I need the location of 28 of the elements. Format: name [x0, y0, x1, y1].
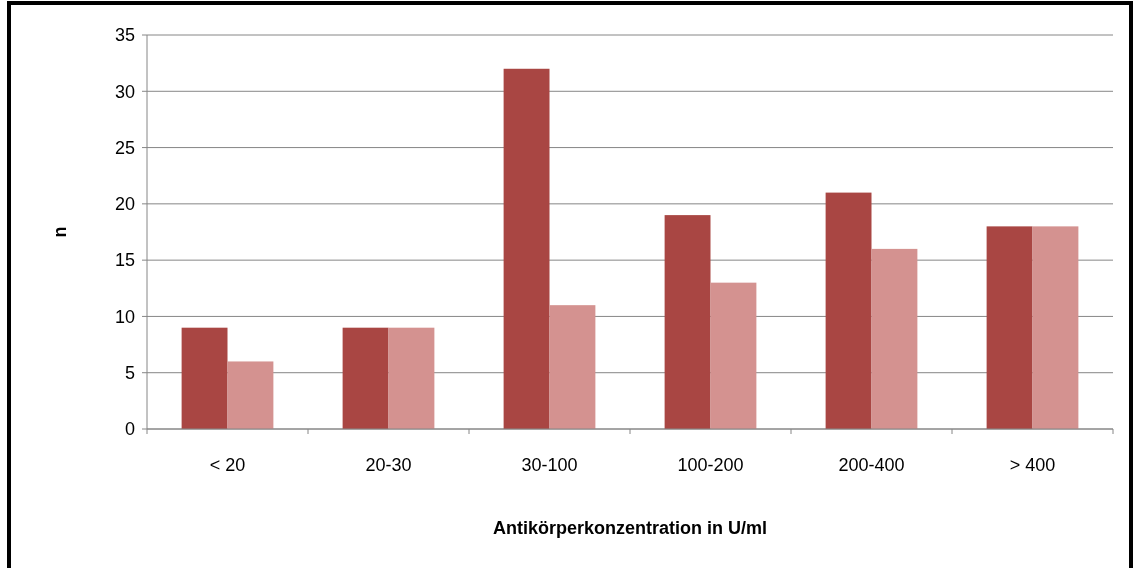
- y-axis-title: n: [50, 226, 70, 238]
- bar: [549, 305, 596, 429]
- y-tick-label: 15: [114, 250, 135, 271]
- y-tick-label: 5: [124, 363, 135, 384]
- x-tick-label: 30-100: [521, 455, 578, 475]
- bar: [825, 192, 872, 429]
- bar: [710, 282, 757, 429]
- bar: [342, 327, 389, 429]
- x-tick-label: > 400: [1009, 455, 1056, 475]
- bar: [503, 68, 550, 429]
- bar: [181, 327, 228, 429]
- bar: [664, 215, 711, 429]
- bar: [986, 226, 1033, 429]
- bar: [227, 361, 274, 429]
- bar: [388, 327, 435, 429]
- y-tick-label: 35: [114, 25, 135, 46]
- x-tick-label: < 20: [209, 455, 246, 475]
- bar: [1032, 226, 1079, 429]
- y-tick-label: 20: [114, 194, 135, 215]
- y-tick-label: 25: [114, 137, 135, 158]
- x-tick-label: 20-30: [365, 455, 412, 475]
- x-tick-label: 100-200: [677, 455, 744, 475]
- x-axis-title: Antikörperkonzentration in U/ml: [492, 518, 768, 538]
- bar: [871, 248, 918, 429]
- y-tick-label: 30: [114, 81, 135, 102]
- y-tick-label: 10: [114, 306, 135, 327]
- y-tick-label: 0: [124, 419, 135, 440]
- x-tick-label: 200-400: [838, 455, 905, 475]
